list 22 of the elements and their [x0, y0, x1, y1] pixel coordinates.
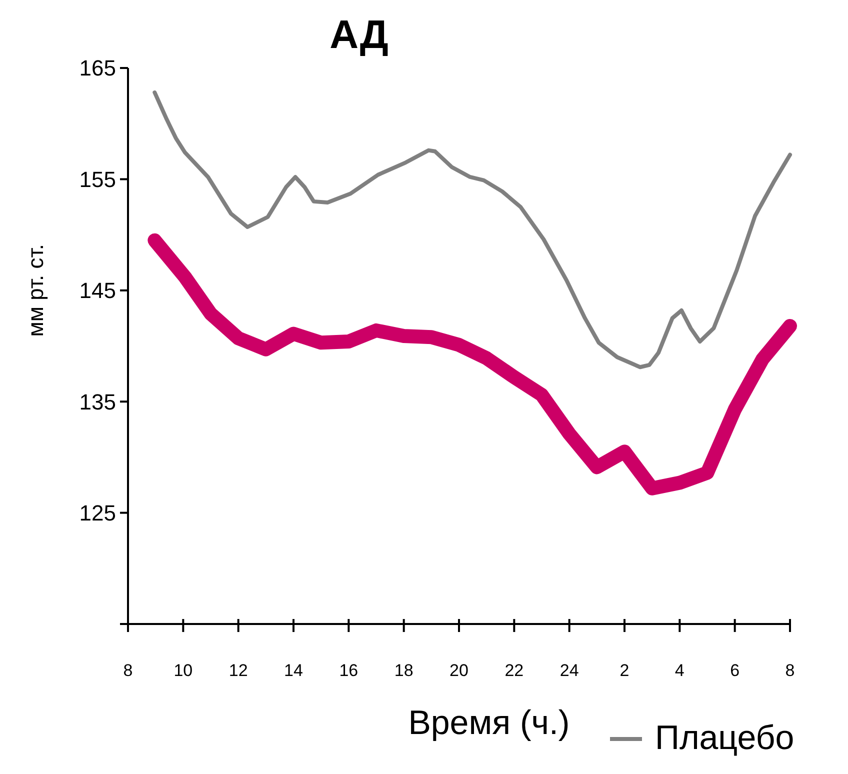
x-tick-label: 14 [284, 661, 303, 680]
x-tick-label: 16 [339, 661, 358, 680]
x-tick-label: 6 [730, 661, 740, 680]
y-axis-title: мм рт. ст. [23, 244, 48, 337]
y-tick-label: 125 [79, 500, 116, 526]
x-tick-label: 8 [123, 661, 133, 680]
x-tick-label: 2 [620, 661, 630, 680]
x-tick-label: 18 [394, 661, 414, 680]
x-tick-label: 20 [450, 661, 468, 680]
y-tick-label: 145 [79, 278, 116, 304]
y-tick-label: 165 [79, 56, 116, 81]
y-tick-label: 135 [79, 389, 116, 414]
x-tick-label: 12 [228, 661, 248, 680]
x-axis-title: Время (ч.) [408, 704, 570, 742]
x-tick-label: 4 [674, 661, 684, 680]
x-tick-label: 22 [504, 661, 524, 680]
legend-label: Плацебо [655, 719, 794, 757]
x-tick-label: 24 [560, 661, 579, 680]
chart-title: АД [330, 13, 388, 57]
x-tick-label: 10 [174, 661, 193, 680]
x-tick-label: 8 [785, 661, 795, 680]
y-tick-label: 155 [79, 166, 116, 192]
